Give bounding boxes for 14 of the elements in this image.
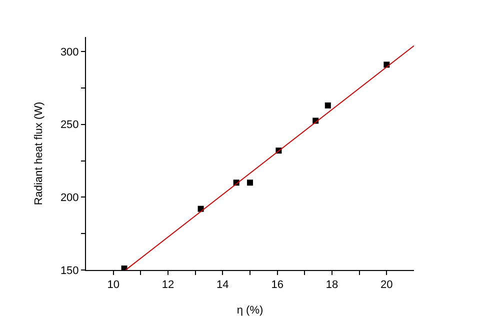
y-tick-label: 250	[60, 119, 79, 132]
point	[247, 180, 253, 186]
y-axis-title: Radiant heat flux (W)	[33, 102, 46, 206]
point	[324, 102, 331, 108]
y-tick-label: 150	[60, 264, 79, 277]
x-tick-label: 10	[107, 279, 120, 292]
x-tick-label: 12	[162, 279, 174, 292]
x-tick-label: 14	[216, 279, 229, 292]
x-tick-label: 16	[271, 279, 284, 292]
y-tick-label: 300	[60, 46, 79, 58]
y-tick-label: 200	[60, 192, 79, 204]
x-axis-title: η (%)	[236, 304, 264, 316]
x-tick-label: 20	[380, 279, 393, 292]
x-tick-label: 18	[326, 279, 338, 292]
